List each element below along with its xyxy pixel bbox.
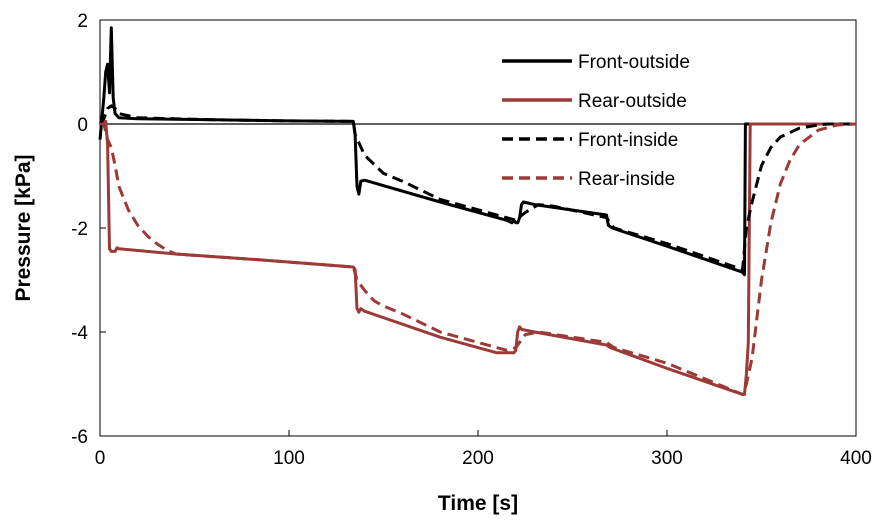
x-axis: 0 100 200 300 400 [95,430,872,469]
y-tick-label: -2 [71,219,88,240]
x-tick-label: 400 [840,448,872,469]
plot-frame [99,19,857,437]
x-tick-label: 200 [462,448,494,469]
legend-label: Front-inside [578,130,678,151]
y-tick-label: 0 [77,115,88,136]
legend: Front-outside Rear-outside Front-inside Rea… [502,52,690,190]
x-axis-title: Time [s] [438,492,518,515]
legend-label: Rear-outside [578,91,687,112]
series-line-front-inside [98,104,856,272]
y-axis: 2 0 -2 -4 -6 [71,11,106,448]
y-tick-label: 2 [77,11,88,32]
legend-label: Front-outside [578,52,690,73]
series-line-rear-outside [99,119,856,396]
legend-label: Rear-inside [578,169,675,190]
x-tick-label: 100 [273,448,305,469]
y-tick-label: -6 [71,427,88,448]
y-axis-title: Pressure [kPa] [12,154,35,301]
series-layer [98,26,857,396]
plot-area [99,19,857,437]
y-tick-label: -4 [71,323,88,344]
x-tick-label: 300 [651,448,683,469]
series-line-rear-inside [100,122,857,396]
x-tick-label: 0 [95,448,106,469]
series-line-front-outside [98,26,856,277]
